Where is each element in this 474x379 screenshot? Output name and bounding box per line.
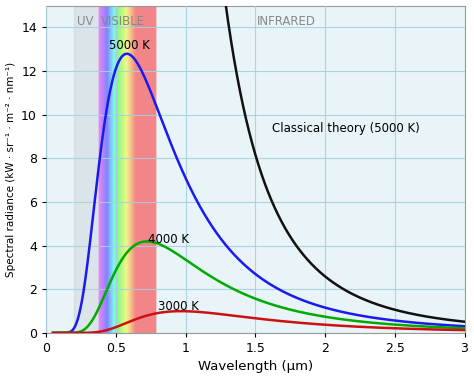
Text: 5000 K: 5000 K	[109, 39, 150, 52]
Y-axis label: Spectral radiance (kW · sr⁻¹ · m⁻² · nm⁻¹): Spectral radiance (kW · sr⁻¹ · m⁻² · nm⁻…	[6, 62, 16, 277]
Text: UV: UV	[77, 16, 93, 28]
Text: INFRARED: INFRARED	[256, 16, 316, 28]
Bar	[74, 6, 99, 333]
Text: 4000 K: 4000 K	[148, 233, 189, 246]
X-axis label: Wavelength (μm): Wavelength (μm)	[198, 360, 313, 373]
Text: Classical theory (5000 K): Classical theory (5000 K)	[272, 122, 420, 135]
Text: VISIBLE: VISIBLE	[101, 16, 146, 28]
Text: 3000 K: 3000 K	[158, 300, 199, 313]
